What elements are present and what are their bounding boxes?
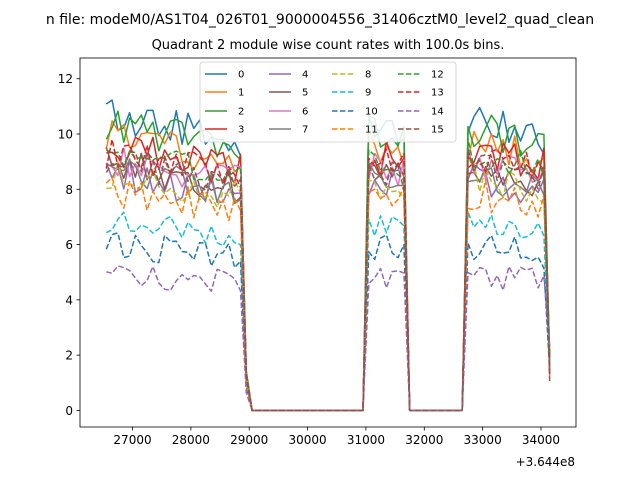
series-layer	[105, 99, 551, 412]
x-tick-label: 27000	[113, 433, 151, 447]
y-tick-label: 2	[65, 349, 73, 363]
legend-label-1: 1	[238, 88, 244, 99]
y-tick-label: 4	[65, 293, 73, 307]
legend-label-11: 11	[365, 125, 378, 136]
axes-layer: 27000 28000 29000 30000 31000 32000 33000 34000…	[58, 57, 577, 447]
y-tick-label: 6	[65, 238, 73, 252]
x-tick-label: 33000	[464, 433, 502, 447]
legend-box	[199, 61, 457, 143]
y-tick-label: 10	[58, 128, 73, 142]
legend-label-9: 9	[365, 88, 371, 99]
legend-label-15: 15	[431, 125, 444, 136]
legend-label-0: 0	[238, 70, 244, 81]
legend-label-8: 8	[365, 70, 371, 81]
x-tick-label: 31000	[347, 433, 385, 447]
x-tick-label: 32000	[405, 433, 443, 447]
legend-label-12: 12	[431, 70, 444, 81]
x-tick-label: 28000	[172, 433, 210, 447]
legend-label-2: 2	[238, 107, 244, 118]
x-offset-label: +3.644e8	[516, 455, 575, 469]
axes-spines	[79, 57, 577, 428]
x-tick-label: 29000	[230, 433, 268, 447]
series-line-10	[105, 232, 551, 412]
legend-label-4: 4	[302, 70, 308, 81]
legend-label-10: 10	[365, 107, 378, 118]
x-tick-label: 30000	[288, 433, 326, 447]
x-tick-label: 34000	[522, 433, 560, 447]
chart-title: Quadrant 2 module wise count rates with …	[152, 38, 505, 53]
figure-suptitle: n file: modeM0/AS1T04_026T01_9000004556_…	[46, 12, 594, 28]
y-tick-label: 12	[58, 72, 73, 86]
series-line-14	[106, 265, 551, 412]
legend-label-5: 5	[302, 88, 308, 99]
legend-label-14: 14	[431, 107, 444, 118]
legend-label-13: 13	[431, 88, 444, 99]
legend-label-3: 3	[238, 125, 244, 136]
legend-label-7: 7	[302, 125, 308, 136]
y-tick-label: 0	[65, 404, 73, 418]
y-tick-label: 8	[65, 183, 73, 197]
legend-label-6: 6	[302, 107, 308, 118]
series-line-15	[105, 148, 551, 412]
